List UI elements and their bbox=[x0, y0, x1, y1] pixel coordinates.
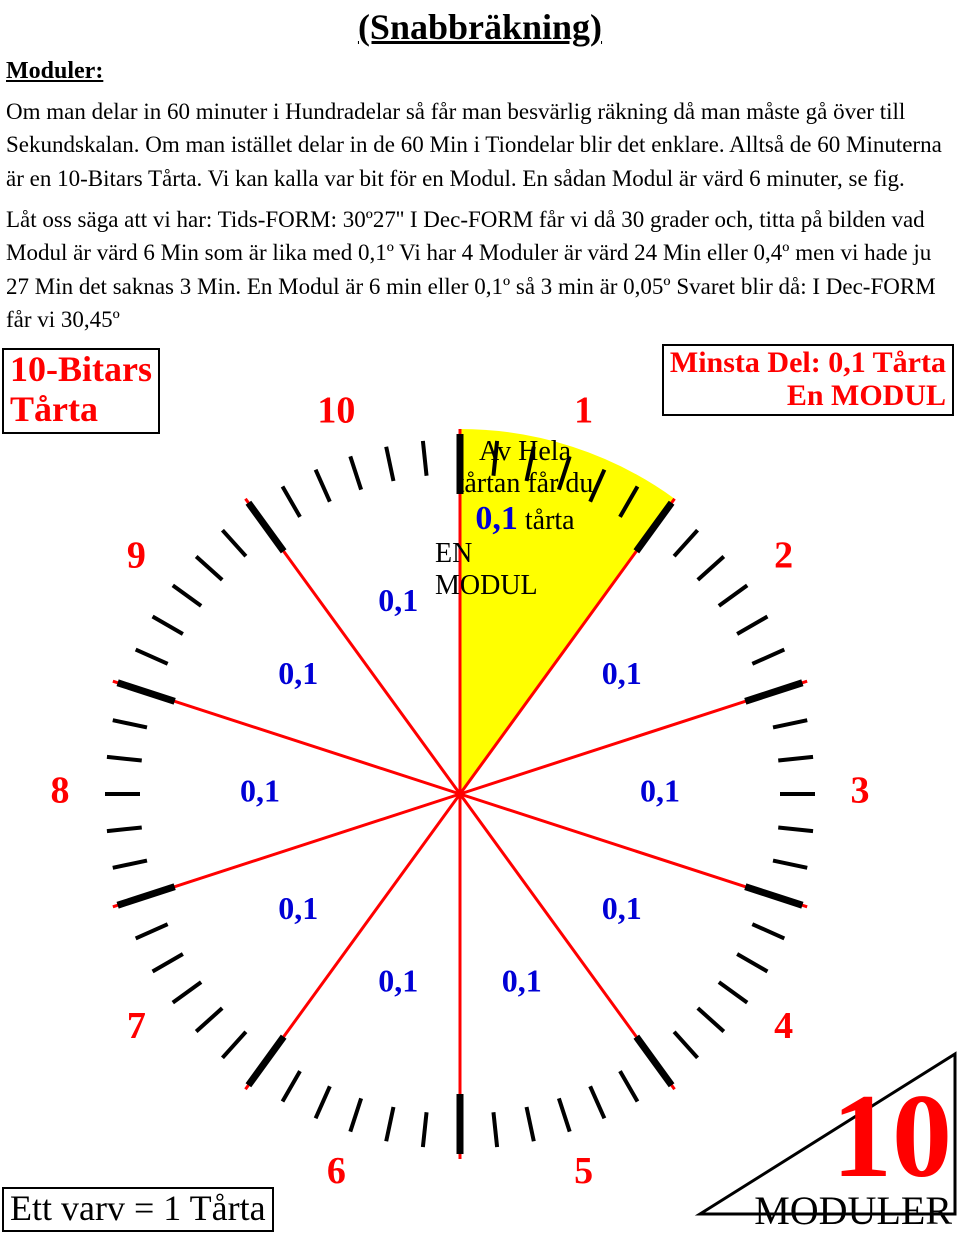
label-10-bitars: 10-Bitars bbox=[10, 350, 152, 390]
slice-frac: 0,1 bbox=[475, 500, 518, 537]
slice-text-l3: tårta bbox=[525, 505, 575, 536]
slice-text-l2: tårtan får du bbox=[425, 468, 625, 500]
slice-text-l1: Av Hela bbox=[425, 436, 625, 468]
slice-fraction-3: 0,1 bbox=[640, 773, 680, 809]
slice-fraction-9: 0,1 bbox=[278, 655, 318, 691]
slice-fraction-10: 0,1 bbox=[378, 583, 418, 619]
dial-numeral-9: 9 bbox=[127, 535, 146, 577]
dial-numeral-2: 2 bbox=[774, 535, 793, 577]
dial-numeral-6: 6 bbox=[327, 1151, 346, 1193]
label-ett-varv: Ett varv = 1 Tårta bbox=[10, 1188, 266, 1228]
label-10-bitars-tarta: 10-Bitars Tårta bbox=[2, 348, 160, 433]
slice-modul: MODUL bbox=[435, 570, 625, 602]
dial-numeral-4: 4 bbox=[774, 1005, 793, 1047]
paragraph-2: Låt oss säga att vi har: Tids-FORM: 30º2… bbox=[6, 203, 954, 336]
big-10-moduler: 10 MODULER bbox=[754, 1085, 952, 1234]
big-10: 10 bbox=[754, 1085, 952, 1187]
label-minsta-del: Minsta Del: 0,1 Tårta bbox=[670, 346, 946, 379]
slice-fraction-6: 0,1 bbox=[378, 963, 418, 999]
slice-fraction-8: 0,1 bbox=[240, 773, 280, 809]
label-en-modul: En MODUL bbox=[670, 379, 946, 412]
label-ett-varv-box: Ett varv = 1 Tårta bbox=[2, 1187, 274, 1233]
slice-en: EN bbox=[435, 538, 625, 570]
label-minsta-del-box: Minsta Del: 0,1 Tårta En MODUL bbox=[662, 344, 954, 416]
label-tarta: Tårta bbox=[10, 390, 152, 430]
slice-fraction-4: 0,1 bbox=[602, 890, 642, 926]
dial-numeral-8: 8 bbox=[51, 770, 70, 812]
slice-text: Av Hela tårtan får du 0,1 tårta EN MODUL bbox=[425, 436, 625, 602]
dial-numeral-3: 3 bbox=[851, 770, 870, 812]
dial-numeral-10: 10 bbox=[317, 390, 355, 432]
page: (Snabbräkning) Moduler: Om man delar in … bbox=[0, 6, 960, 1234]
page-title: (Snabbräkning) bbox=[0, 6, 960, 48]
slice-fraction-5: 0,1 bbox=[502, 963, 542, 999]
slice-fraction-2: 0,1 bbox=[602, 655, 642, 691]
moduler-text: MODULER bbox=[754, 1187, 952, 1234]
slice-fraction-7: 0,1 bbox=[278, 890, 318, 926]
dial-numeral-1: 1 bbox=[574, 390, 593, 432]
dial-numeral-7: 7 bbox=[127, 1005, 146, 1047]
dial-numeral-5: 5 bbox=[574, 1151, 593, 1193]
paragraph-1: Om man delar in 60 minuter i Hundradelar… bbox=[6, 95, 954, 195]
dial-container: 1 2 3 4 5 6 7 8 9 10 0,1 0,1 0,1 0,1 0,1 0,1 0,1 0,1 0,1 1… bbox=[0, 344, 960, 1234]
section-heading: Moduler: bbox=[6, 58, 960, 85]
